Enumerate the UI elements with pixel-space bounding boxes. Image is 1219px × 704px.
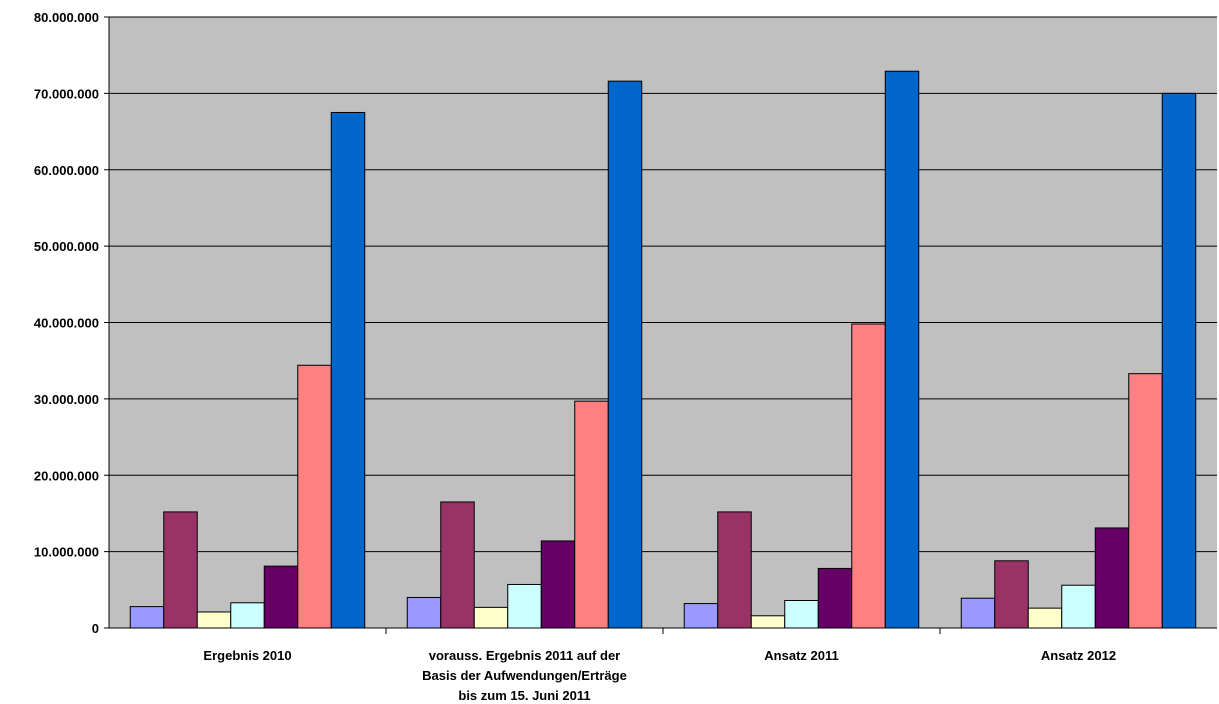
x-category-label: Ansatz 2012: [1041, 648, 1116, 663]
bar: [196, 611, 232, 629]
bar: [129, 606, 165, 629]
bar: [1128, 373, 1163, 629]
bar: [817, 567, 853, 629]
axes: [108, 17, 1217, 634]
bar: [994, 560, 1029, 629]
bar: [230, 602, 265, 629]
bar: [683, 603, 719, 629]
bars: [129, 70, 1197, 629]
x-category-label: Basis der Aufwendungen/Erträge: [422, 668, 627, 683]
x-category-label: bis zum 15. Juni 2011: [458, 688, 590, 703]
bar: [607, 80, 643, 629]
y-tick-label: 70.000.000: [34, 86, 99, 101]
y-tick-label: 0: [92, 621, 99, 636]
bar: [263, 565, 299, 629]
bar: [960, 597, 996, 629]
x-category-labels: Ergebnis 2010 vorauss. Ergebnis 2011 auf …: [203, 648, 1116, 703]
bar: [851, 323, 886, 629]
bar: [507, 583, 542, 629]
x-category-label: Ansatz 2011: [764, 648, 838, 663]
y-tick-label: 60.000.000: [34, 163, 99, 178]
x-category-label: Ergebnis 2010: [203, 648, 291, 663]
bar: [330, 111, 366, 629]
y-tick-labels: 0 10.000.000 20.000.000 30.000.000 40.000.00…: [34, 10, 99, 636]
bar: [1061, 584, 1096, 629]
bar: [1094, 527, 1130, 629]
y-tick-label: 80.000.000: [34, 10, 99, 25]
y-tick-label: 50.000.000: [34, 239, 99, 254]
bar: [574, 400, 609, 629]
y-tick-label: 20.000.000: [34, 468, 99, 483]
y-tick-label: 30.000.000: [34, 392, 99, 407]
bar: [884, 70, 920, 629]
bar: [750, 615, 786, 629]
bar: [440, 501, 475, 629]
bar: [297, 364, 332, 629]
bar: [540, 540, 576, 629]
y-tick-label: 10.000.000: [34, 545, 99, 560]
x-category-label: vorauss. Ergebnis 2011 auf der: [429, 648, 620, 663]
bar: [717, 511, 752, 629]
y-tick-label: 40.000.000: [34, 316, 99, 331]
bar: [473, 606, 509, 629]
bar: [406, 596, 442, 629]
gridlines: [104, 16, 1217, 629]
bar: [163, 511, 198, 629]
bar: [784, 600, 819, 629]
bar: [1161, 92, 1197, 629]
bar: [1027, 607, 1063, 629]
